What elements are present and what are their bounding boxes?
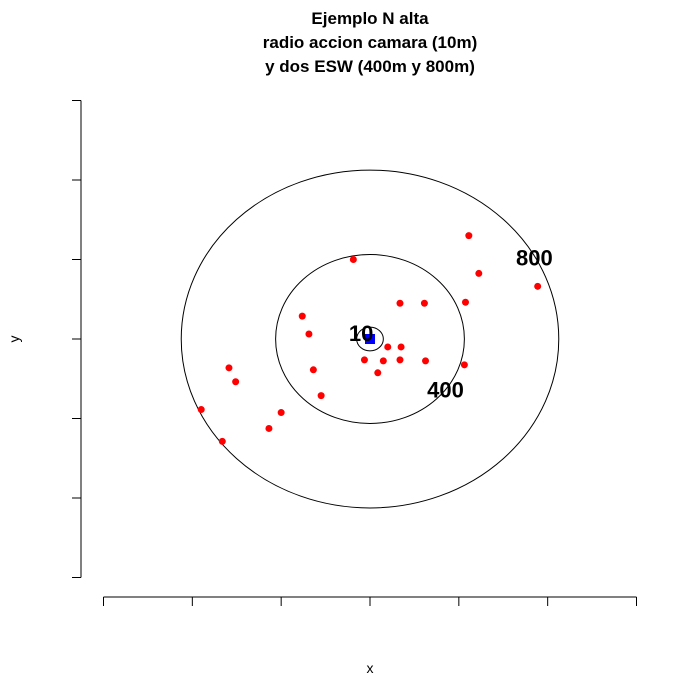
data-point (232, 378, 240, 386)
radius-circle-400 (275, 254, 465, 424)
circle-labels: 10 400 800 (349, 246, 553, 403)
data-point (218, 437, 226, 445)
data-point (305, 330, 313, 338)
camera-center (365, 334, 375, 344)
data-point (379, 357, 387, 365)
data-point (422, 357, 430, 365)
y-axis (72, 100, 82, 578)
data-point (360, 356, 368, 364)
data-point (225, 364, 233, 372)
title-line-1: Ejemplo N alta (311, 9, 429, 28)
data-point (298, 312, 306, 320)
data-point (197, 406, 205, 414)
data-point (309, 366, 317, 374)
title-line-2: radio accion camara (10m) (263, 33, 477, 52)
x-axis (103, 596, 637, 606)
x-axis-label: x (367, 660, 374, 676)
data-point (317, 392, 325, 400)
data-point (349, 256, 357, 263)
radius-circle-10 (356, 326, 384, 352)
data-point (384, 343, 392, 351)
data-point (396, 356, 404, 364)
center-marker (365, 334, 375, 344)
data-point (265, 424, 273, 432)
title-line-3: y dos ESW (400m y 800m) (265, 57, 475, 76)
data-point (374, 369, 382, 377)
circle-label-400: 400 (427, 378, 464, 403)
chart-title: Ejemplo N alta radio accion camara (10m)… (263, 9, 477, 76)
data-point (475, 269, 483, 277)
data-point (465, 232, 473, 240)
radius-circle-800 (180, 169, 560, 509)
data-point (460, 361, 468, 369)
data-points (197, 232, 542, 445)
data-point (461, 298, 469, 306)
radius-circles (180, 169, 560, 509)
data-point (397, 343, 405, 351)
data-point (277, 409, 285, 417)
data-point (420, 299, 428, 307)
data-point (396, 299, 404, 307)
y-axis-label: y (6, 336, 22, 343)
circle-label-10: 10 (349, 321, 373, 346)
data-point (534, 282, 542, 290)
circle-label-800: 800 (516, 246, 553, 271)
